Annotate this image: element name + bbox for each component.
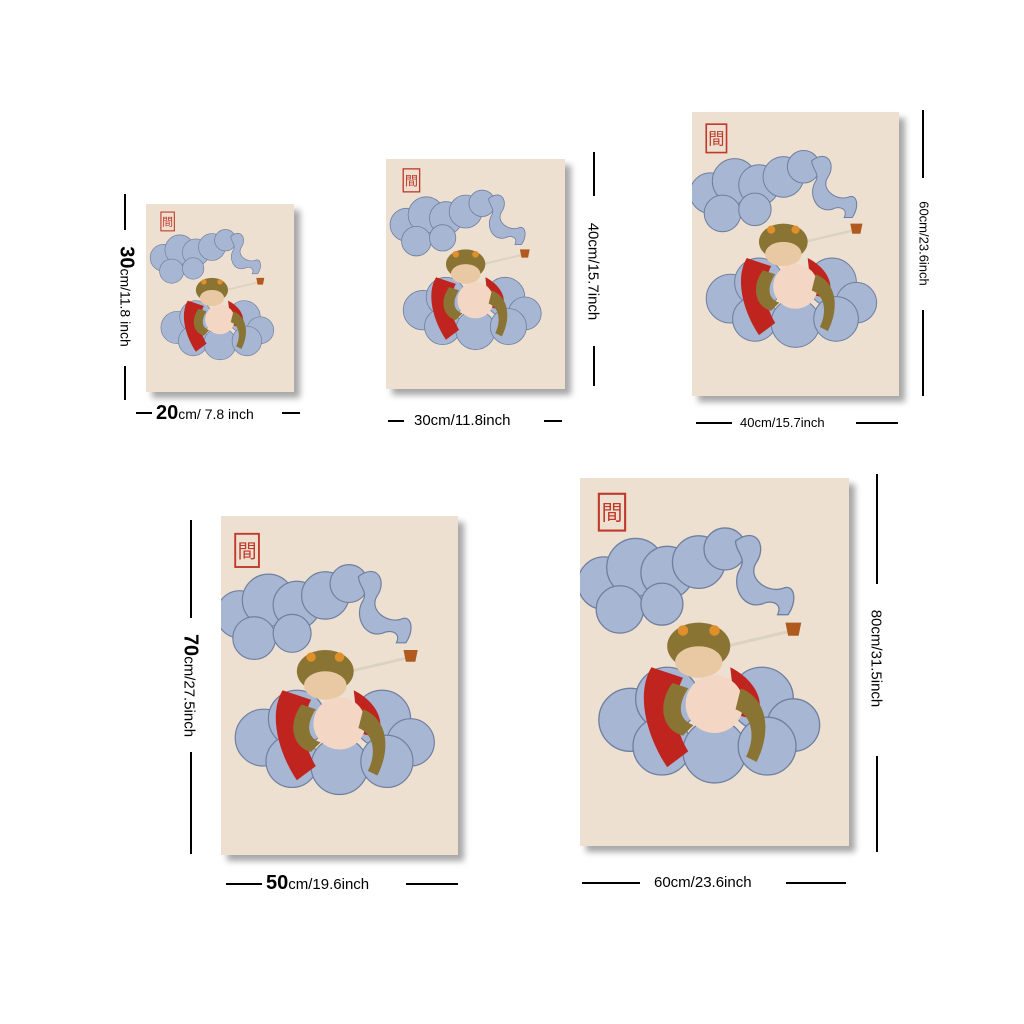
height-dimension-line xyxy=(124,366,126,400)
height-label: 70cm/27.5inch xyxy=(179,633,202,738)
width-label: 50cm/19.6inch xyxy=(266,872,370,894)
width-dimension-line xyxy=(282,412,300,414)
height-label: 40cm/15.7inch xyxy=(584,222,602,321)
width-dimension-line xyxy=(406,883,458,885)
poster-20x30[interactable] xyxy=(146,204,294,392)
poster-50x70[interactable] xyxy=(221,516,458,855)
height-dimension-line xyxy=(876,474,878,584)
width-dimension-line xyxy=(856,422,898,424)
height-dimension-line xyxy=(593,346,595,386)
width-dimension-line xyxy=(388,420,404,422)
height-dimension-line xyxy=(124,194,126,230)
width-dimension-line xyxy=(136,412,152,414)
toad-artwork xyxy=(580,478,849,846)
width-dimension-line xyxy=(582,882,640,884)
width-label: 60cm/23.6inch xyxy=(654,874,752,891)
width-dimension-line xyxy=(544,420,562,422)
width-label: 20cm/ 7.8 inch xyxy=(156,402,254,424)
height-dimension-line xyxy=(922,110,924,178)
height-label: 60cm/23.6inch xyxy=(916,201,932,286)
height-dimension-line xyxy=(922,310,924,396)
width-dimension-line xyxy=(786,882,846,884)
width-label: 40cm/15.7inch xyxy=(740,415,825,430)
width-dimension-line xyxy=(226,883,262,885)
width-label: 30cm/11.8inch xyxy=(414,412,511,429)
toad-artwork xyxy=(692,112,899,396)
poster-60x80[interactable] xyxy=(580,478,849,846)
height-dimension-line xyxy=(190,520,192,618)
height-dimension-line xyxy=(593,152,595,196)
height-label: 30cm/11.8 inch xyxy=(115,246,138,347)
toad-artwork xyxy=(386,159,565,389)
height-label: 80cm/31.5inch xyxy=(867,609,885,708)
height-dimension-line xyxy=(190,752,192,854)
poster-40x60[interactable] xyxy=(692,112,899,396)
width-dimension-line xyxy=(696,422,732,424)
toad-artwork xyxy=(146,204,294,392)
height-dimension-line xyxy=(876,756,878,852)
poster-30x40[interactable] xyxy=(386,159,565,389)
toad-artwork xyxy=(221,516,458,855)
